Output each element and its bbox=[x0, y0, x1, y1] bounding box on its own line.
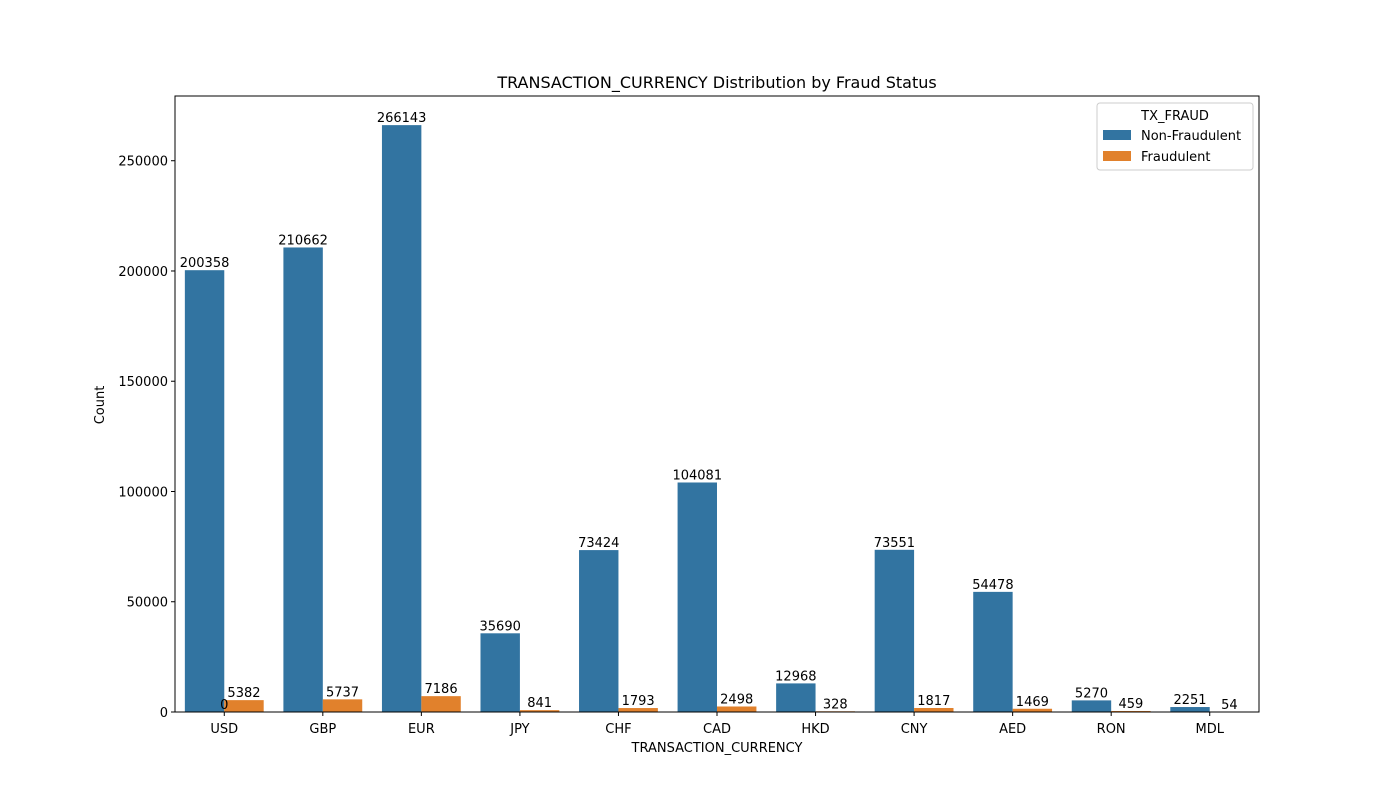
x-tick-label-cny: CNY bbox=[901, 722, 928, 737]
bar-label-non-fraudulent-cad: 104081 bbox=[672, 468, 722, 483]
legend-swatch-non-fraudulent bbox=[1103, 130, 1131, 140]
x-tick-label-mdl: MDL bbox=[1195, 722, 1224, 737]
bar-label-fraudulent-ron: 459 bbox=[1118, 697, 1143, 712]
bar-fraudulent-cny bbox=[914, 707, 954, 712]
x-tick-label-ron: RON bbox=[1097, 722, 1126, 737]
bar-fraudulent-jpy bbox=[519, 710, 560, 712]
bar-label-fraudulent-mdl: 54 bbox=[1221, 698, 1238, 713]
x-tick-label-chf: CHF bbox=[605, 722, 631, 737]
x-tick-label-jpy: JPY bbox=[509, 722, 529, 737]
bar-non-fraudulent-cad bbox=[677, 482, 717, 712]
y-tick-label: 200000 bbox=[118, 265, 168, 280]
plot-frame bbox=[174, 95, 1260, 713]
bar-non-fraudulent-eur bbox=[381, 125, 422, 713]
y-tick-label: 0 bbox=[160, 706, 168, 721]
bar-non-fraudulent-cny bbox=[874, 549, 915, 712]
y-tick-label: 150000 bbox=[118, 375, 168, 390]
legend-label-non-fraudulent: Non-Fraudulent bbox=[1141, 129, 1241, 144]
bar-fraudulent-usd bbox=[224, 700, 264, 712]
y-tick-label: 100000 bbox=[118, 485, 168, 500]
bar-label-non-fraudulent-aed: 54478 bbox=[972, 578, 1013, 593]
bar-label-non-fraudulent-jpy: 35690 bbox=[480, 619, 521, 634]
x-tick-label-hkd: HKD bbox=[801, 722, 829, 737]
bar-label-fraudulent-gbp: 5737 bbox=[326, 685, 359, 700]
bar-fraudulent-gbp bbox=[322, 699, 363, 712]
bar-label-non-fraudulent-gbp: 210662 bbox=[278, 233, 328, 248]
y-axis: 0 50000 100000 150000 200000 250000 bbox=[118, 155, 175, 721]
legend-box bbox=[1096, 102, 1254, 171]
y-tick-label: 50000 bbox=[127, 596, 168, 611]
x-tick-label-cad: CAD bbox=[703, 722, 731, 737]
bar-fraudulent-ron bbox=[1111, 710, 1151, 712]
bar-non-fraudulent-hkd bbox=[776, 683, 816, 712]
bar-label-fraudulent-usd: 5382 bbox=[227, 686, 260, 701]
bar-label-non-fraudulent-ron: 5270 bbox=[1075, 686, 1108, 701]
bar-label-non-fraudulent-usd: 200358 bbox=[180, 256, 230, 271]
bar-label-fraudulent-cad: 2498 bbox=[720, 692, 753, 707]
bar-non-fraudulent-aed bbox=[973, 591, 1013, 712]
bar-non-fraudulent-ron bbox=[1071, 700, 1112, 712]
legend-label-fraudulent: Fraudulent bbox=[1141, 150, 1211, 165]
bar-fraudulent-eur bbox=[421, 696, 461, 712]
bar-non-fraudulent-gbp bbox=[283, 247, 323, 712]
bar-label-non-fraudulent-cny: 73551 bbox=[874, 536, 915, 551]
bar-label-fraudulent-hkd: 328 bbox=[823, 697, 848, 712]
bar-fraudulent-cad bbox=[717, 706, 757, 712]
bar-label-fraudulent-jpy: 841 bbox=[527, 696, 552, 711]
legend-title: TX_FRAUD bbox=[1140, 109, 1209, 124]
bar-fraudulent-chf bbox=[618, 708, 658, 712]
x-axis: USD GBP EUR JPY CHF CAD HKD CNY AED RON MDL bbox=[210, 712, 1225, 737]
x-tick-label-gbp: GBP bbox=[309, 722, 336, 737]
x-tick-label-usd: USD bbox=[210, 722, 238, 737]
bar-label-non-fraudulent-chf: 73424 bbox=[578, 536, 619, 551]
bars-group bbox=[184, 125, 1250, 713]
x-axis-label: TRANSACTION_CURRENCY bbox=[631, 741, 803, 756]
bar-label-baseline-usd: 0 bbox=[220, 698, 228, 713]
bar-label-fraudulent-eur: 7186 bbox=[425, 682, 458, 697]
chart-title: TRANSACTION_CURRENCY Distribution by Fra… bbox=[496, 73, 936, 93]
bar-fraudulent-aed bbox=[1012, 708, 1053, 712]
bar-label-non-fraudulent-mdl: 2251 bbox=[1173, 693, 1206, 708]
bar-non-fraudulent-jpy bbox=[480, 633, 520, 712]
bar-non-fraudulent-chf bbox=[579, 550, 619, 712]
x-tick-label-eur: EUR bbox=[408, 722, 435, 737]
y-axis-label: Count bbox=[93, 386, 108, 425]
y-tick-label: 250000 bbox=[118, 155, 168, 170]
bar-label-fraudulent-aed: 1469 bbox=[1016, 695, 1049, 710]
bar-non-fraudulent-usd bbox=[184, 270, 225, 712]
bar-label-non-fraudulent-hkd: 12968 bbox=[775, 669, 816, 684]
bar-label-fraudulent-chf: 1793 bbox=[622, 694, 655, 709]
bar-labels-group: 200358 210662 266143 35690 73424 104081 12968 7… bbox=[180, 111, 1238, 713]
bar-non-fraudulent-mdl bbox=[1170, 707, 1210, 712]
legend-swatch-fraudulent bbox=[1103, 151, 1131, 161]
bar-label-non-fraudulent-eur: 266143 bbox=[377, 111, 427, 126]
bar-label-fraudulent-cny: 1817 bbox=[917, 694, 950, 709]
legend: TX_FRAUD Non-Fraudulent Fraudulent bbox=[1096, 102, 1254, 171]
x-tick-label-aed: AED bbox=[999, 722, 1026, 737]
